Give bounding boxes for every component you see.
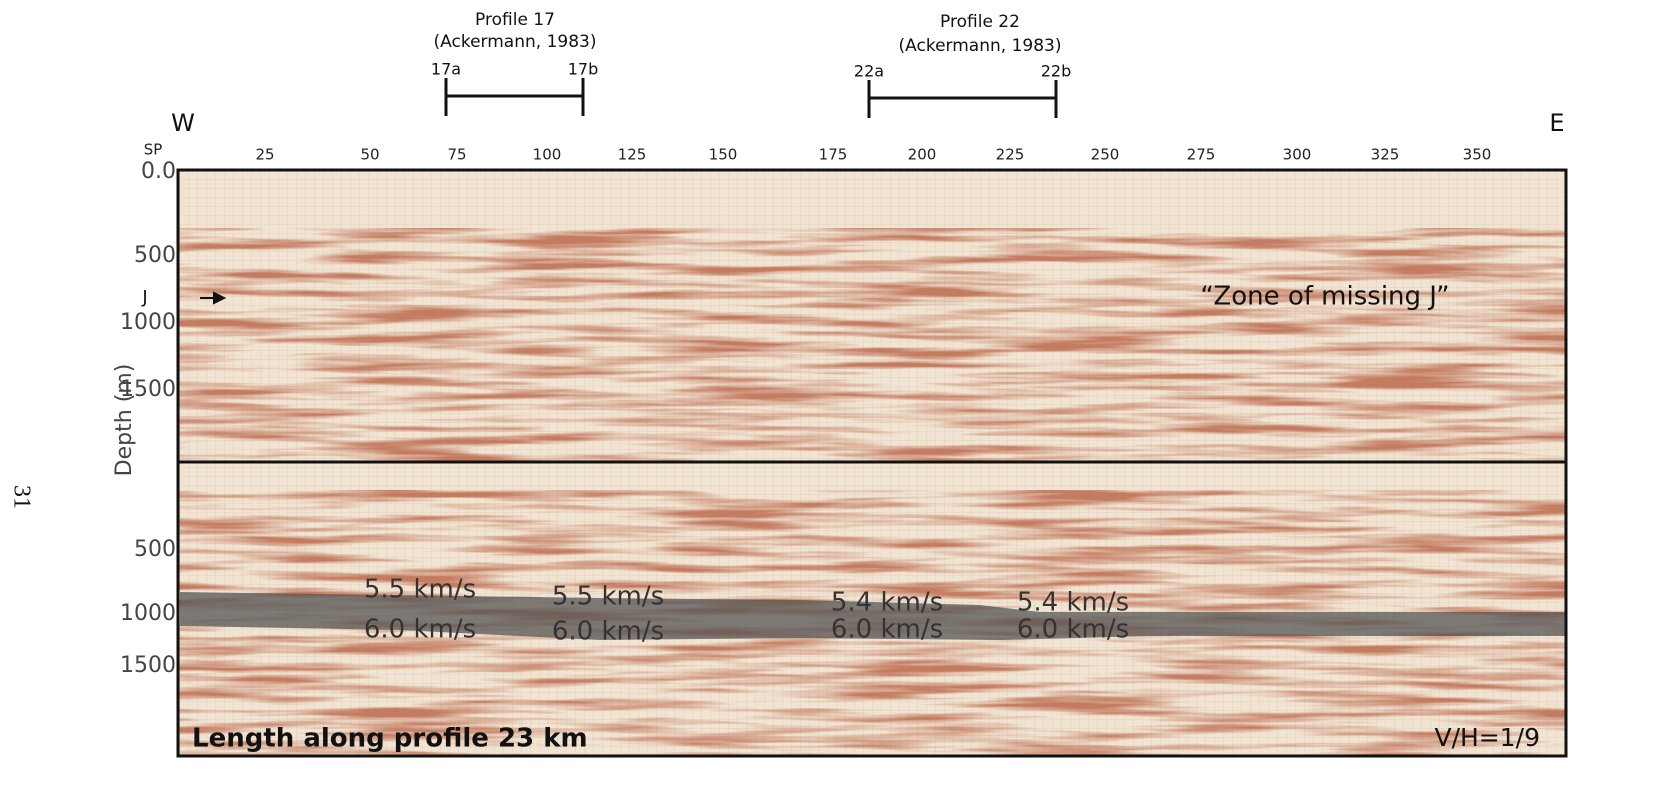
j-arrow [200, 291, 227, 305]
depth-tick-label: 1500 [120, 377, 176, 402]
depth-axis-label: Depth (m) [112, 364, 137, 477]
depth-tick-label: 500 [134, 537, 176, 562]
sp-tick-label: 25 [255, 146, 274, 164]
sp-tick-label: 325 [1371, 146, 1400, 164]
sp-tick-label: 200 [908, 146, 937, 164]
sp-tick-label: 175 [819, 146, 848, 164]
sp-tick-label: 300 [1283, 146, 1312, 164]
j-marker: J [141, 287, 147, 308]
sp-tick-label: 350 [1463, 146, 1492, 164]
page-number: 31 [8, 485, 34, 509]
profile-end: 17b [568, 60, 599, 79]
profile-start: 17a [431, 60, 461, 79]
velocity-lower: 6.0 km/s [364, 615, 476, 645]
east-label: E [1549, 109, 1564, 137]
profile-title: Profile 22 [940, 12, 1020, 32]
west-label: W [171, 109, 195, 137]
profile-citation: (Ackermann, 1983) [434, 32, 597, 52]
depth-tick-label: 500 [134, 243, 176, 268]
velocity-upper: 5.4 km/s [831, 588, 943, 618]
velocity-lower: 6.0 km/s [552, 617, 664, 647]
profile-title: Profile 17 [475, 10, 555, 30]
depth-tick-label: 1500 [120, 653, 176, 678]
velocity-upper: 5.4 km/s [1017, 588, 1129, 618]
sp-tick-label: 100 [533, 146, 562, 164]
ratio-label: V/H=1/9 [1434, 723, 1540, 752]
sp-label: SP [144, 141, 163, 159]
sp-tick-label: 75 [447, 146, 466, 164]
annotation: “Zone of missing J” [1200, 282, 1449, 312]
sp-tick-label: 250 [1091, 146, 1120, 164]
profile-citation: (Ackermann, 1983) [899, 36, 1062, 56]
seismic-panels [176, 168, 1568, 758]
sp-tick-label: 275 [1187, 146, 1216, 164]
profile-start: 22a [854, 62, 884, 81]
depth-tick-label: 0.0 [141, 159, 176, 184]
length-label: Length along profile 23 km [192, 724, 588, 754]
sp-tick-label: 150 [709, 146, 738, 164]
depth-tick-label: 1000 [120, 601, 176, 626]
velocity-upper: 5.5 km/s [552, 582, 664, 612]
velocity-upper: 5.5 km/s [364, 575, 476, 605]
velocity-lower: 6.0 km/s [831, 615, 943, 645]
velocity-lower: 6.0 km/s [1017, 615, 1129, 645]
profile-end: 22b [1041, 62, 1072, 81]
profile-bars [444, 78, 1058, 118]
depth-tick-label: 1000 [120, 310, 176, 335]
sp-tick-label: 50 [360, 146, 379, 164]
sp-tick-label: 225 [996, 146, 1025, 164]
sp-tick-label: 125 [618, 146, 647, 164]
